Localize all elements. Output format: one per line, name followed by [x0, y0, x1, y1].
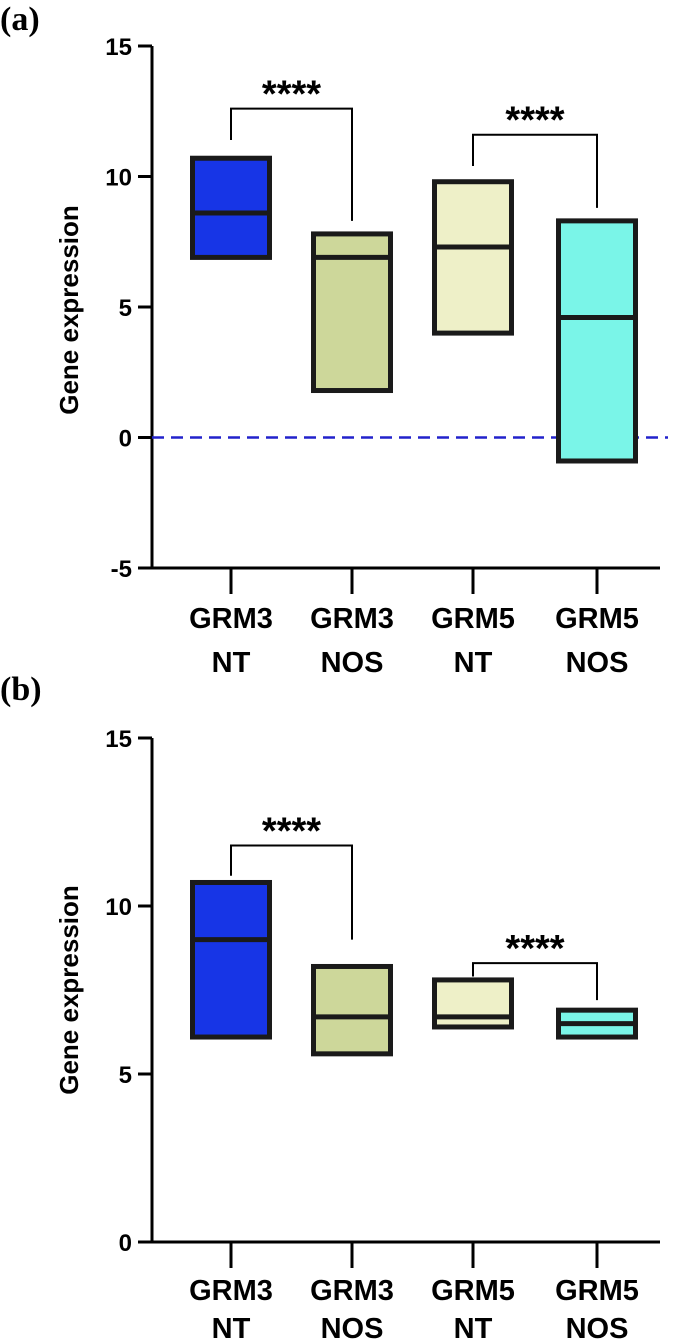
x-tick-label: GRM3 — [310, 1275, 394, 1307]
panel-label: (a) — [0, 1, 40, 38]
y-tick-label: -5 — [111, 556, 132, 583]
box-grm3-nos — [311, 231, 393, 394]
y-tick-label: 10 — [105, 894, 132, 921]
y-tick-label: 15 — [105, 34, 132, 61]
x-tick-label: NT — [212, 647, 251, 679]
x-tick-label: GRM5 — [431, 603, 515, 635]
x-tick-label: GRM5 — [555, 603, 639, 635]
x-tick-label: NOS — [321, 1313, 384, 1344]
significance-bracket — [472, 133, 598, 208]
box-grm5-nt — [432, 179, 514, 336]
x-tick-label: GRM5 — [431, 1275, 515, 1307]
panel-label: (b) — [0, 671, 42, 708]
x-tick-label: NOS — [566, 647, 629, 679]
box-grm3-nt — [190, 879, 272, 1040]
significance-bracket — [230, 844, 353, 940]
x-tick-label: GRM5 — [555, 1275, 639, 1307]
chart-panel-a: (a) 15 10 5 0 -5 Gene expression GRM3 NT GRM3 NOS G… — [0, 1, 668, 679]
x-tick-label: GRM3 — [310, 603, 394, 635]
box-grm3-nos — [311, 963, 393, 1057]
y-tick-label: 5 — [119, 295, 132, 322]
significance-stars: **** — [262, 74, 321, 116]
y-tick-label: 0 — [119, 426, 132, 453]
x-tick-label: NT — [212, 1313, 251, 1344]
box-grm3-nt — [190, 155, 272, 260]
y-tick-label: 5 — [119, 1062, 132, 1089]
chart-panel-b: (b) 15 10 5 0 Gene expression GRM3 NT GRM3 NOS GRM… — [0, 671, 660, 1344]
x-tick-label: NT — [454, 647, 493, 679]
y-tick-label: 0 — [119, 1230, 132, 1257]
x-tick-label: NT — [454, 1313, 493, 1344]
y-axis-title: Gene expression — [54, 205, 84, 415]
significance-bracket — [230, 107, 353, 221]
y-axis-title: Gene expression — [54, 885, 84, 1095]
x-tick-label: NOS — [321, 647, 384, 679]
box-grm5-nt — [432, 977, 514, 1030]
x-tick-label: NOS — [566, 1313, 629, 1344]
significance-bracket — [472, 962, 598, 1001]
x-tick-label: GRM3 — [189, 1275, 273, 1307]
y-tick-label: 10 — [105, 165, 132, 192]
significance-stars: **** — [505, 928, 564, 970]
box-grm5-nos — [556, 218, 638, 464]
y-tick-label: 15 — [105, 726, 132, 753]
significance-stars: **** — [262, 811, 321, 853]
x-tick-label: GRM3 — [189, 603, 273, 635]
significance-stars: **** — [505, 100, 564, 142]
